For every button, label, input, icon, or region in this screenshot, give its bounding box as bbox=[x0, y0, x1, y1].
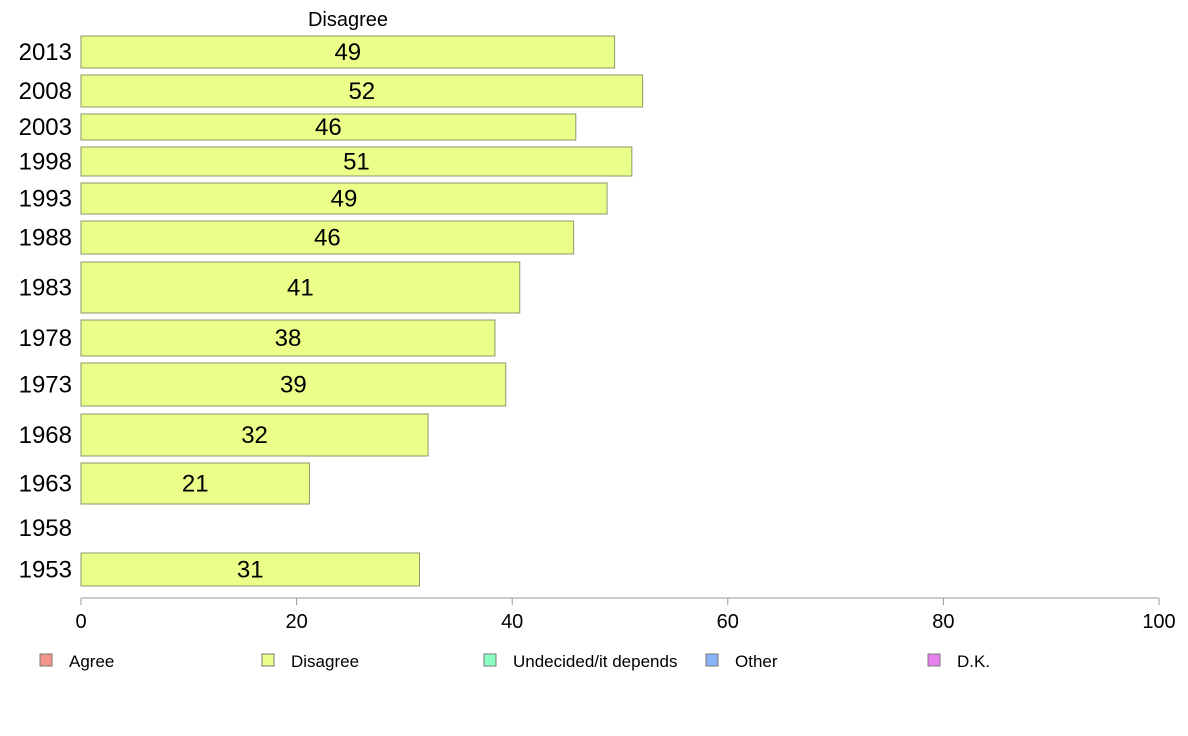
bar-value-label-2003: 46 bbox=[315, 114, 342, 141]
bar-value-label-1983: 41 bbox=[287, 275, 314, 302]
legend-swatch-1 bbox=[39, 653, 53, 667]
year-label-2008: 2008 bbox=[19, 78, 72, 105]
series-title: Disagree bbox=[308, 9, 388, 31]
x-tick-label-0: 0 bbox=[75, 611, 86, 633]
year-label-1958: 1958 bbox=[19, 515, 72, 542]
legend-label-1: Agree bbox=[69, 652, 114, 671]
year-label-1978: 1978 bbox=[19, 325, 72, 352]
legend-swatch-5 bbox=[927, 653, 941, 667]
x-tick-label-60: 60 bbox=[717, 611, 739, 633]
legend-label-4: Other bbox=[735, 652, 778, 671]
bar-value-label-1993: 49 bbox=[331, 186, 358, 213]
bar-2003 bbox=[80, 113, 577, 141]
bar-1978 bbox=[80, 319, 496, 357]
bar-1998 bbox=[80, 146, 633, 177]
bar-1963 bbox=[80, 462, 311, 505]
bar-1953 bbox=[80, 552, 420, 587]
x-tick-label-100: 100 bbox=[1142, 611, 1175, 633]
x-axis: 0 20 40 60 80 100 bbox=[75, 597, 1176, 633]
bar-2008 bbox=[80, 74, 644, 108]
year-label-2013: 2013 bbox=[19, 39, 72, 66]
year-label-1953: 1953 bbox=[19, 557, 72, 584]
bar-value-label-1978: 38 bbox=[275, 325, 302, 352]
bar-value-label-1973: 39 bbox=[280, 372, 307, 399]
bar-value-label-1963: 21 bbox=[182, 471, 209, 498]
bar-value-label-2008: 52 bbox=[348, 78, 375, 105]
x-tick-label-20: 20 bbox=[285, 611, 307, 633]
bar-value-label-2013: 49 bbox=[334, 39, 361, 66]
year-label-1963: 1963 bbox=[19, 471, 72, 498]
x-tick-label-80: 80 bbox=[932, 611, 954, 633]
year-label-2003: 2003 bbox=[19, 114, 72, 141]
legend-label-3: Undecided/it depends bbox=[513, 652, 677, 671]
bar-2013 bbox=[80, 35, 616, 69]
legend: Agree Disagree Undecided/it depends Other D.… bbox=[39, 652, 990, 671]
bar-1973 bbox=[80, 362, 507, 407]
year-label-1988: 1988 bbox=[19, 225, 72, 252]
x-tick-label-40: 40 bbox=[501, 611, 523, 633]
legend-swatch-3 bbox=[483, 653, 497, 667]
bar-value-label-1998: 51 bbox=[343, 149, 370, 176]
legend-label-2: Disagree bbox=[291, 652, 359, 671]
bar-1988 bbox=[80, 220, 575, 255]
bar-value-label-1953: 31 bbox=[237, 557, 264, 584]
year-label-1983: 1983 bbox=[19, 275, 72, 302]
year-label-1993: 1993 bbox=[19, 186, 72, 213]
bar-1983 bbox=[80, 261, 521, 314]
year-label-1998: 1998 bbox=[19, 149, 72, 176]
legend-swatch-4 bbox=[705, 653, 719, 667]
bar-value-label-1968: 32 bbox=[241, 422, 268, 449]
legend-label-5: D.K. bbox=[957, 652, 990, 671]
bars-group: 2013 49 2008 52 2003 46 1998 51 1993 49 1988 46 1983… bbox=[19, 35, 644, 587]
bar-1968 bbox=[80, 413, 429, 457]
year-label-1968: 1968 bbox=[19, 422, 72, 449]
year-label-1973: 1973 bbox=[19, 372, 72, 399]
bar-1993 bbox=[80, 182, 608, 215]
bar-value-label-1988: 46 bbox=[314, 225, 341, 252]
legend-swatch-2 bbox=[261, 653, 275, 667]
